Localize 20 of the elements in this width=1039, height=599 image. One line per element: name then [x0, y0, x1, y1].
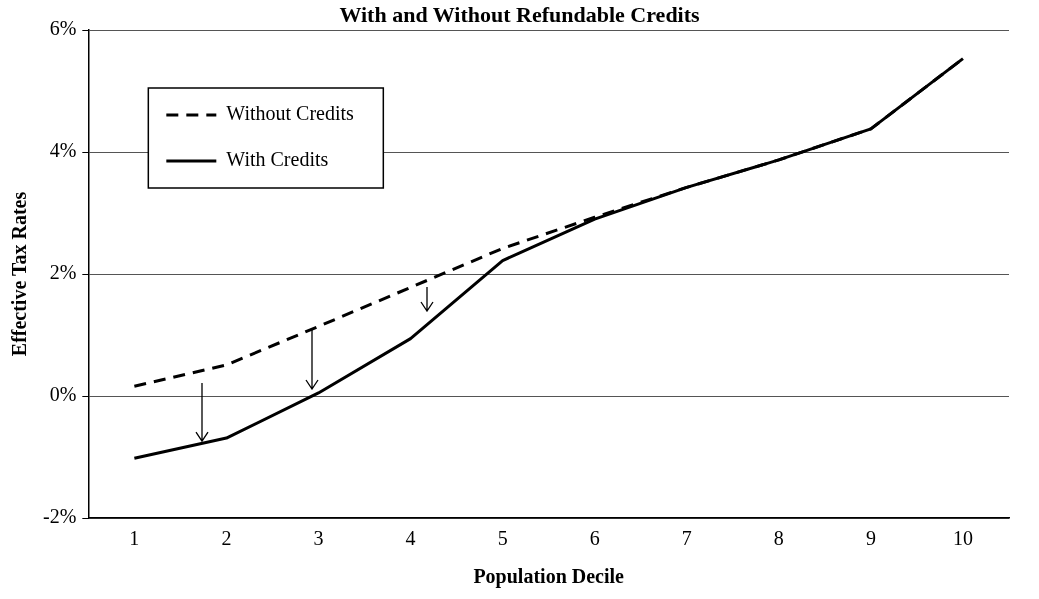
y-tick-label: 4%	[49, 139, 77, 162]
y-axis-title: Effective Tax Rates	[8, 191, 31, 357]
chart-title: With and Without Refundable Credits	[339, 2, 700, 27]
x-tick-label: 7	[681, 527, 692, 550]
legend-label: Without Credits	[226, 102, 355, 125]
x-tick-label: 3	[313, 527, 324, 550]
x-axis-title: Population Decile	[473, 565, 625, 589]
x-tick-label: 6	[589, 527, 600, 550]
x-tick-label: 4	[405, 527, 416, 550]
x-tick-label: 1	[129, 527, 140, 550]
y-tick-label: 6%	[49, 17, 77, 40]
y-tick-label: 0%	[49, 383, 77, 406]
x-tick-label: 2	[221, 527, 232, 550]
x-tick-label: 8	[773, 527, 784, 550]
y-tick-label: 2%	[49, 261, 77, 284]
y-tick-label: -2%	[42, 505, 77, 528]
x-tick-label: 9	[865, 527, 876, 550]
x-tick-label: 5	[497, 527, 508, 550]
legend-label: With Credits	[226, 148, 329, 171]
x-tick-label: 10	[952, 527, 973, 550]
